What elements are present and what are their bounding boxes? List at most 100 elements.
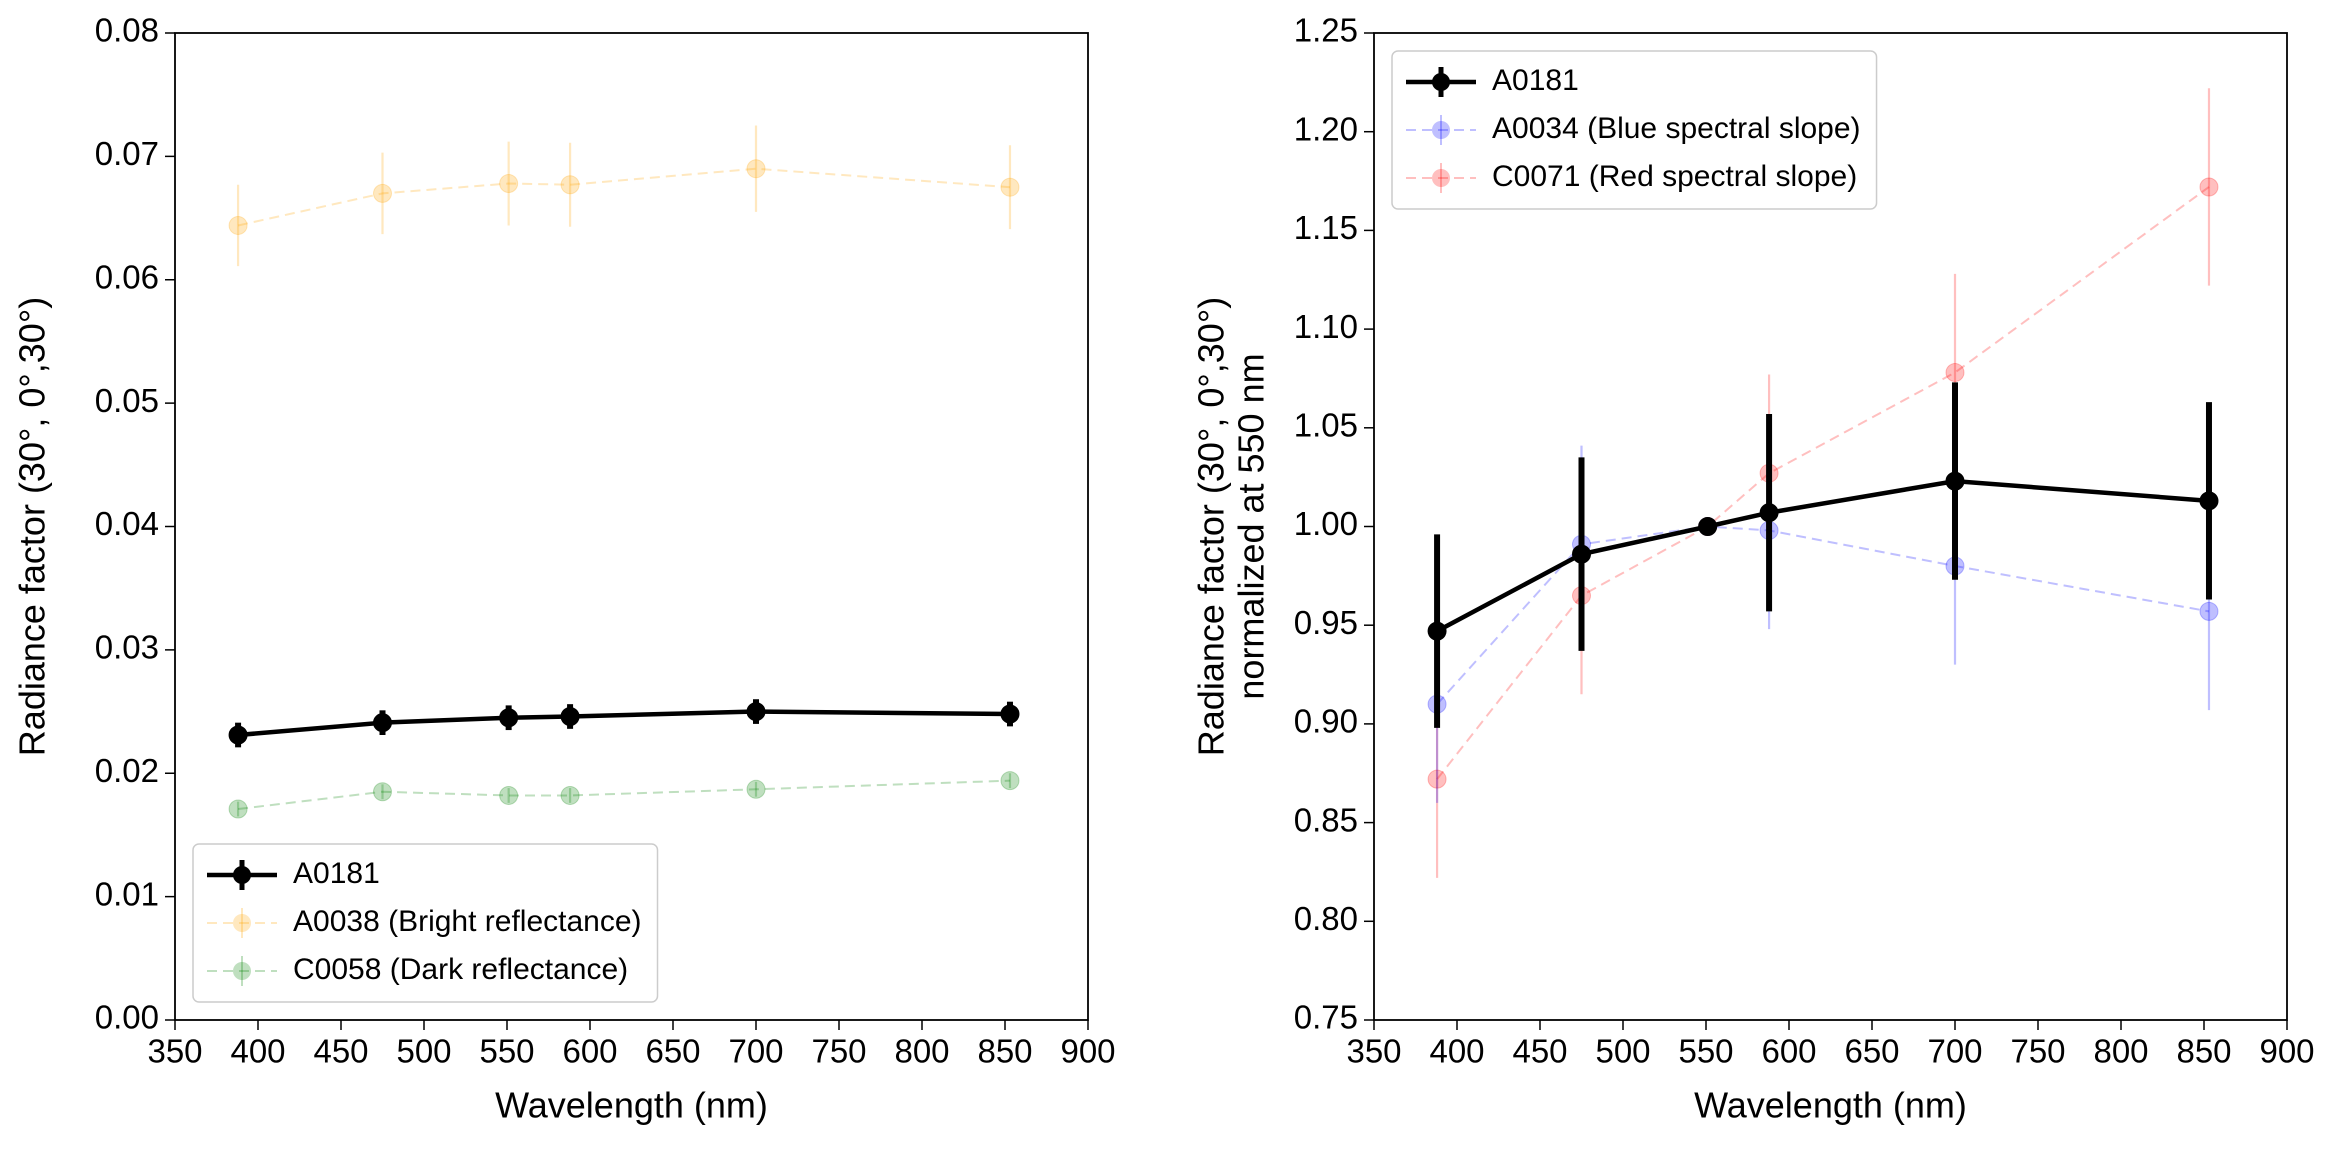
series-line [237,167,1011,227]
legend-marker [1432,169,1450,187]
y-tick-label: 1.00 [1294,505,1358,542]
marker [2199,601,2219,621]
marker [1427,769,1447,789]
x-tick-label: 600 [562,1033,617,1070]
y-axis-label: normalized at 550 nm [1231,353,1272,699]
marker [560,175,580,195]
series [1427,431,2219,803]
legend-label: A0181 [1492,64,1579,97]
x-axis-label: Wavelength (nm) [1694,1085,1967,1126]
series [228,699,1020,748]
marker [1572,544,1591,564]
series-line [1436,186,2210,780]
y-tick-label: 1.15 [1294,209,1358,246]
x-tick-label: 450 [313,1033,368,1070]
series-line [1436,478,2210,634]
series [228,771,1020,819]
y-tick-label: 0.08 [95,12,159,49]
legend-label: C0058 (Dark reflectance) [293,953,628,986]
marker [2199,491,2219,511]
marker [746,779,766,799]
legend: A0181 A0038 (Bright reflectance) C0058 (Da… [192,843,659,1003]
x-tick-label: 900 [2259,1033,2314,1070]
plot-frame [174,32,1089,1021]
chart: 350 400 450 500 550 600 650 700 750 800 850 900 0.75… [1191,12,2315,1126]
y-tick-label: 0.07 [95,135,159,172]
y-tick-label: 0.90 [1294,703,1358,740]
y-tick-label: 0.03 [95,629,159,666]
series-line [237,709,1011,738]
marker [1698,517,1718,536]
x-axis-label: Wavelength (nm) [495,1085,768,1126]
y-tick-label: 1.25 [1294,12,1358,49]
y-tick-label: 0.06 [95,258,159,295]
marker [560,706,580,726]
marker [1759,503,1779,523]
marker [1945,471,1965,491]
x-tick-label: 450 [1512,1033,1567,1070]
y-axis-label: Radiance factor (30°, 0°,30°) [1191,297,1232,756]
y-tick-label: 0.01 [95,875,159,912]
legend-label: A0034 (Blue spectral slope) [1492,112,1861,145]
series-line [1436,525,2210,705]
y-tick-label: 0.00 [95,999,159,1036]
legend-box [1391,50,1878,210]
marker [746,702,766,722]
marker [373,713,392,733]
plot-frame [1373,32,2288,1021]
legend-marker [1432,121,1450,139]
x-tick-label: 500 [396,1033,451,1070]
legend: A0181 A0034 (Blue spectral slope) C0071 (R… [1391,50,1878,210]
y-tick-label: 0.02 [95,752,159,789]
y-axis-label: Radiance factor (30°, 0°,30°) [12,297,53,756]
marker [373,183,392,203]
marker [1000,704,1020,724]
legend-marker [233,866,251,884]
x-tick-label: 800 [894,1033,949,1070]
x-tick-label: 600 [1761,1033,1816,1070]
x-tick-label: 800 [2093,1033,2148,1070]
legend-label: A0181 [293,857,380,890]
marker [1000,177,1020,197]
x-tick-label: 650 [1844,1033,1899,1070]
x-tick-label: 750 [811,1033,866,1070]
x-tick-label: 750 [2010,1033,2065,1070]
series [228,125,1020,267]
y-tick-label: 1.05 [1294,407,1358,444]
y-tick-label: 0.80 [1294,900,1358,937]
legend-marker [1432,73,1450,91]
marker [228,725,248,745]
marker [2199,177,2219,197]
marker [746,159,766,179]
legend-label: C0071 (Red spectral slope) [1492,160,1857,193]
x-tick-label: 400 [1429,1033,1484,1070]
chart: 350 400 450 500 550 600 650 700 750 800 850 900 0.00… [12,12,1116,1126]
x-tick-label: 350 [147,1033,202,1070]
x-tick-label: 850 [977,1033,1032,1070]
y-tick-label: 0.04 [95,505,159,542]
x-tick-label: 900 [1060,1033,1115,1070]
x-tick-label: 650 [645,1033,700,1070]
y-tick-label: 0.05 [95,382,159,419]
x-tick-label: 550 [1678,1033,1733,1070]
legend-box [192,843,659,1003]
x-tick-label: 700 [1927,1033,1982,1070]
y-tick-label: 0.95 [1294,604,1358,641]
marker [560,785,580,805]
marker [1427,621,1447,641]
x-tick-label: 850 [2176,1033,2231,1070]
marker [499,708,519,728]
marker [499,174,519,194]
y-tick-label: 1.20 [1294,110,1358,147]
marker [1945,363,1965,383]
x-tick-label: 400 [230,1033,285,1070]
legend-marker [233,962,251,980]
legend-label: A0038 (Bright reflectance) [293,905,642,938]
legend-marker [233,914,251,932]
x-tick-label: 350 [1346,1033,1401,1070]
marker [499,785,519,805]
y-tick-label: 0.85 [1294,801,1358,838]
x-tick-label: 550 [479,1033,534,1070]
